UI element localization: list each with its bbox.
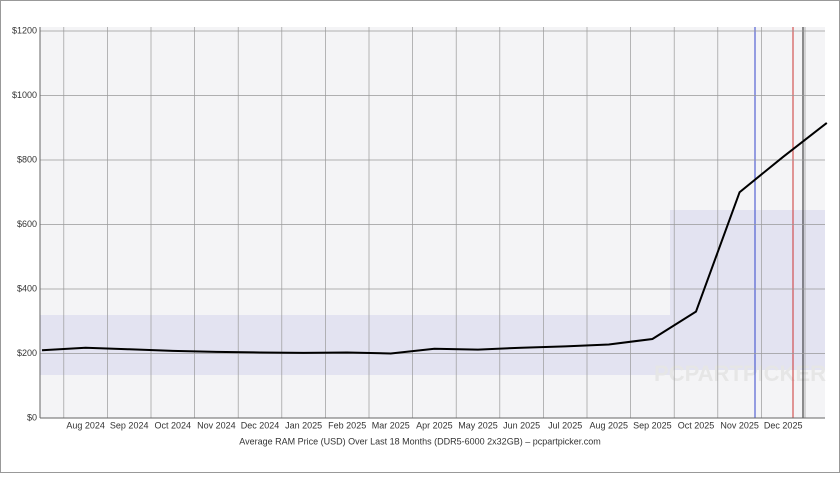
y-tick-label: $400 [17,283,37,293]
x-tick-label: Aug 2025 [590,420,629,430]
y-tick-label: $200 [17,348,37,358]
x-axis-title: Average RAM Price (USD) Over Last 18 Mon… [239,436,600,446]
price-line [41,122,828,355]
x-tick-label: Aug 2024 [66,420,105,430]
price-band [40,315,670,375]
x-tick-label: Feb 2025 [328,420,366,430]
x-tick-label: Apr 2025 [416,420,453,430]
x-tick-label: Jul 2025 [548,420,582,430]
x-tick-label: Nov 2025 [720,420,759,430]
x-tick-label: Oct 2025 [678,420,715,430]
y-tick-label: $0 [27,412,37,422]
y-tick-label: $1200 [12,25,37,35]
y-tick-label: $1000 [12,90,37,100]
x-tick-label: Dec 2025 [764,420,803,430]
x-tick-label: Oct 2024 [155,420,192,430]
x-tick-label: Jun 2025 [503,420,540,430]
price-band [670,210,825,370]
x-tick-label: Nov 2024 [197,420,236,430]
x-tick-label: Mar 2025 [372,420,410,430]
y-tick-label: $600 [17,219,37,229]
watermark: PCPARTPICKER [654,361,826,386]
x-tick-label: Dec 2024 [241,420,280,430]
x-tick-label: Jan 2025 [285,420,322,430]
x-tick-label: May 2025 [458,420,498,430]
x-tick-label: Sep 2025 [633,420,672,430]
y-tick-label: $800 [17,154,37,164]
x-tick-label: Sep 2024 [110,420,149,430]
